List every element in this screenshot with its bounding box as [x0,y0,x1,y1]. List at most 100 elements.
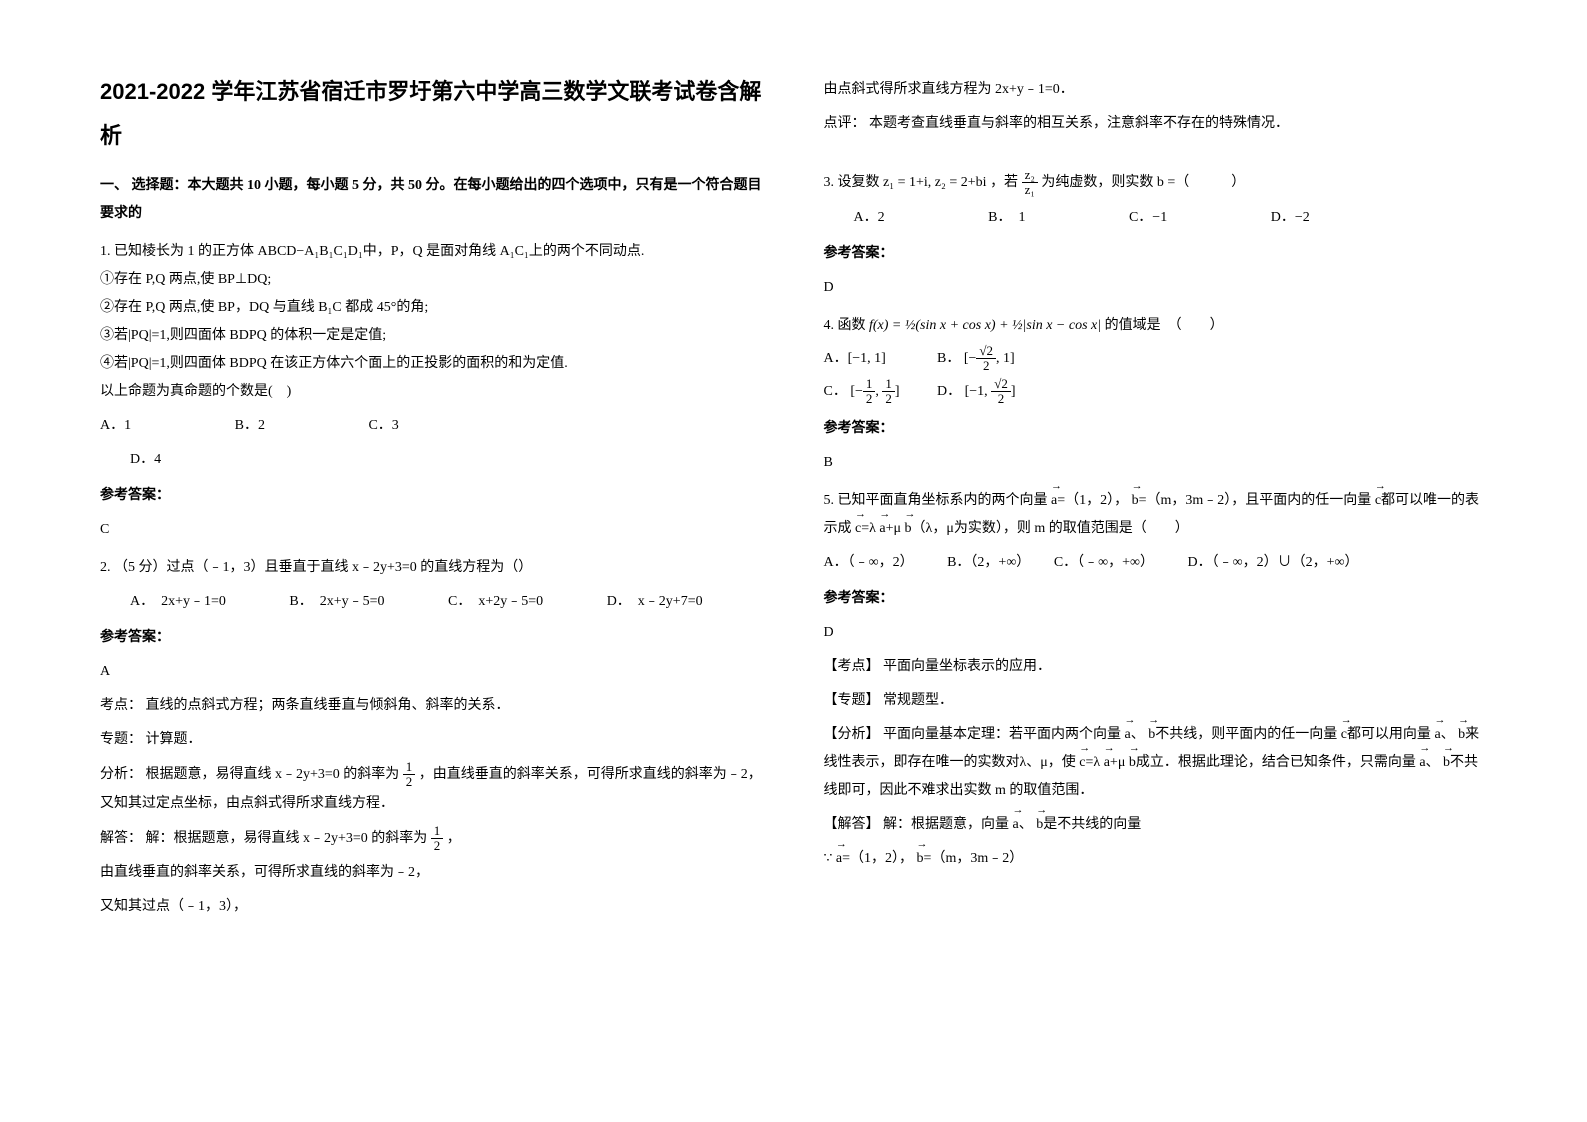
q4-optd-den: 2 [991,392,1011,406]
q5-fx3: 不共线，则平面内的任一向量 [1155,727,1337,742]
q4-answer: B [824,449,1488,477]
q2-kp: 直线的点斜式方程；两条直线垂直与倾斜角、斜率的关系． [146,698,510,713]
q2-dianping: 点评： 本题考查直线垂直与斜率的相互关系，注意斜率不存在的特殊情况． [824,110,1488,138]
right-column: 由点斜式得所求直线方程为 2x+y﹣1=0． 点评： 本题考查直线垂直与斜率的相… [824,70,1488,1052]
q4-formula: f(x) = ½(sin x + cos x) + ½|sin x − cos … [869,318,1101,333]
q4-optc-frac2: 12 [882,377,895,407]
q4-stem2: 的值域是 （ ） [1105,318,1224,333]
q3-frac: z₂ z₁ [1022,168,1038,198]
q1-cond-2: ②存在 P,Q 两点,使 BP，DQ 与直线 B₁C 都成 45°的角; [100,294,764,322]
q4-optc-num2: 1 [882,377,895,392]
q5-vec-a2: a [879,515,885,543]
q2-jieda: 解答： 解：根据题意，易得直线 x﹣2y+3=0 的斜率为 1 2 ， [100,824,764,854]
q4-optc-num1: 1 [863,377,876,392]
left-column: 2021-2022 学年江苏省宿迁市罗圩第六中学高三数学文联考试卷含解析 一、 … [100,70,764,1052]
q2-jd-num: 1 [431,824,444,839]
q2-fenxi: 分析： 根据题意，易得直线 x﹣2y+3=0 的斜率为 1 2 ，由直线垂直的斜… [100,760,764,818]
q2-answer: A [100,658,764,686]
q4-optd-num: √2 [991,377,1011,392]
q3-option-c: C．−1 [1129,204,1167,232]
q1-option-c: C．3 [368,412,398,440]
q5-jd5: =（1，2）， [842,851,913,866]
q4-optd-r: ] [1011,384,1016,399]
q2-option-c: C． x+2y﹣5=0 [448,588,543,616]
q5-option-d: D．（﹣∞，2）∪（2，+∞） [1188,555,1359,570]
q2-zhuanti: 专题： 计算题． [100,726,764,754]
q2-option-a: A． 2x+y﹣1=0 [130,588,226,616]
q2-fx1: 根据题意，易得直线 x﹣2y+3=0 的斜率为 [146,767,400,782]
q5-fenxi: 【分析】 平面向量基本定理：若平面内两个向量 a、 b不共线，则平面内的任一向量… [824,721,1488,805]
q2-jd-frac: 1 2 [431,824,444,854]
q4-row-ab: A．[−1, 1] B． [−√22, 1] [824,344,1488,374]
q2-kp-label: 考点： [100,698,142,713]
q5-jd-vec-a2: a [836,845,842,873]
q5-fx-vec-a2: a [1434,721,1440,749]
q2-fx-frac: 1 2 [403,760,416,790]
q5-jd-vec-b1: b [1036,811,1043,839]
q5-vec-b1: b [1132,487,1139,515]
q1-answer-label: 参考答案： [100,482,764,510]
q2-option-d: D． x﹣2y+7=0 [607,588,703,616]
q3-stem3: 为纯虚数，则实数 b =（ ） [1041,175,1245,190]
q3-options: A．2 B． 1 C．−1 D．−2 [824,204,1488,232]
q2-zt-label: 专题： [100,732,142,747]
q4-optb-frac: √22 [976,344,996,374]
q3-stem2: ，若 [990,175,1018,190]
q2-jd4: 又知其过点（﹣1，3）， [100,893,764,921]
q5-fx-vec-c1: c [1341,721,1347,749]
q4-option-c: C． [−12, 12] [824,377,934,407]
q5-jd6: =（m，3m﹣2） [924,851,1024,866]
q2-jd-label: 解答： [100,831,142,846]
q5-fx-vec-b1: b [1148,721,1155,749]
q4-option-d: D． [−1, √22] [937,384,1016,399]
q1-ask: 以上命题为真命题的个数是( ) [100,378,764,406]
q4-optd-pre: D． [937,384,961,399]
q5-jd-vec-b2: b [917,845,924,873]
q3-z1: z₁ = 1+i, z₂ = 2+bi [883,175,987,190]
q5-option-b: B．（2，+∞） [947,549,1030,577]
q1-option-b: B．2 [235,412,265,440]
q5-stem: 5. 已知平面直角坐标系内的两个向量 a=（1，2）， b=（m，3m﹣2），且… [824,487,1488,543]
q4-stem1: 4. 函数 [824,318,866,333]
exam-title: 2021-2022 学年江苏省宿迁市罗圩第六中学高三数学文联考试卷含解析 [100,70,764,158]
q5-kaodian: 【考点】 平面向量坐标表示的应用． [824,653,1488,681]
q5-fx-vec-b3: b [1129,749,1136,777]
q4-optd-l: [−1, [965,384,992,399]
q3-answer: D [824,274,1488,302]
q1-cond-1: ①存在 P,Q 两点,使 BP⊥DQ; [100,266,764,294]
q5-jd4: ∵ [824,851,833,866]
q3-option-b: B． 1 [988,204,1025,232]
q3-answer-label: 参考答案： [824,240,1488,268]
q2-jd2: ， [447,831,461,846]
q5-fx-vec-a3: a [1104,749,1110,777]
q3-frac-den: z₁ [1022,183,1038,197]
q2-fx-num: 1 [403,760,416,775]
q2-jd1: 解：根据题意，易得直线 x﹣2y+3=0 的斜率为 [146,831,428,846]
q5-b-eq: =（m，3m﹣2），且平面内的任一向量 [1139,493,1372,508]
q2-option-b: B． 2x+y﹣5=0 [289,588,384,616]
q5-kp-label: 【考点】 [824,659,880,674]
q3-stem1: 3. 设复数 [824,175,880,190]
section-1-header: 一、 选择题：本大题共 10 小题，每小题 5 分，共 50 分。在每小题给出的… [100,172,764,228]
q2-dp: 本题考查直线垂直与斜率的相互关系，注意斜率不存在的特殊情况． [869,116,1289,131]
q1-options: A．1 B．2 C．3 [100,412,764,440]
q4-optc-den1: 2 [863,392,876,406]
q4-optc-den2: 2 [882,392,895,406]
q4-answer-label: 参考答案： [824,415,1488,443]
q4-optb-den: 2 [976,359,996,373]
question-5: 5. 已知平面直角坐标系内的两个向量 a=（1，2）， b=（m，3m﹣2），且… [824,487,1488,873]
q5-zt: 常规题型． [883,693,953,708]
q2-answer-label: 参考答案： [100,624,764,652]
q5-fx-vec-c2: c [1079,749,1085,777]
q3-option-d: D．−2 [1271,210,1310,225]
q2-dp-label: 点评： [824,116,866,131]
question-1: 1. 已知棱长为 1 的正方体 ABCD−A₁B₁C₁D₁中，P，Q 是面对角线… [100,238,764,544]
q1-cond-3: ③若|PQ|=1,则四面体 BDPQ 的体积一定是定值; [100,322,764,350]
q1-stem: 1. 已知棱长为 1 的正方体 ABCD−A₁B₁C₁D₁中，P，Q 是面对角线… [100,238,764,266]
q5-a-eq: =（1，2）， [1057,493,1128,508]
q4-optb-r: , 1] [996,351,1015,366]
q2-zt: 计算题． [146,732,202,747]
q5-options: A．（﹣∞，2） B．（2，+∞） C．（﹣∞，+∞） D．（﹣∞，2）∪（2，… [824,549,1488,577]
q5-answer: D [824,619,1488,647]
q5-kp: 平面向量坐标表示的应用． [883,659,1051,674]
